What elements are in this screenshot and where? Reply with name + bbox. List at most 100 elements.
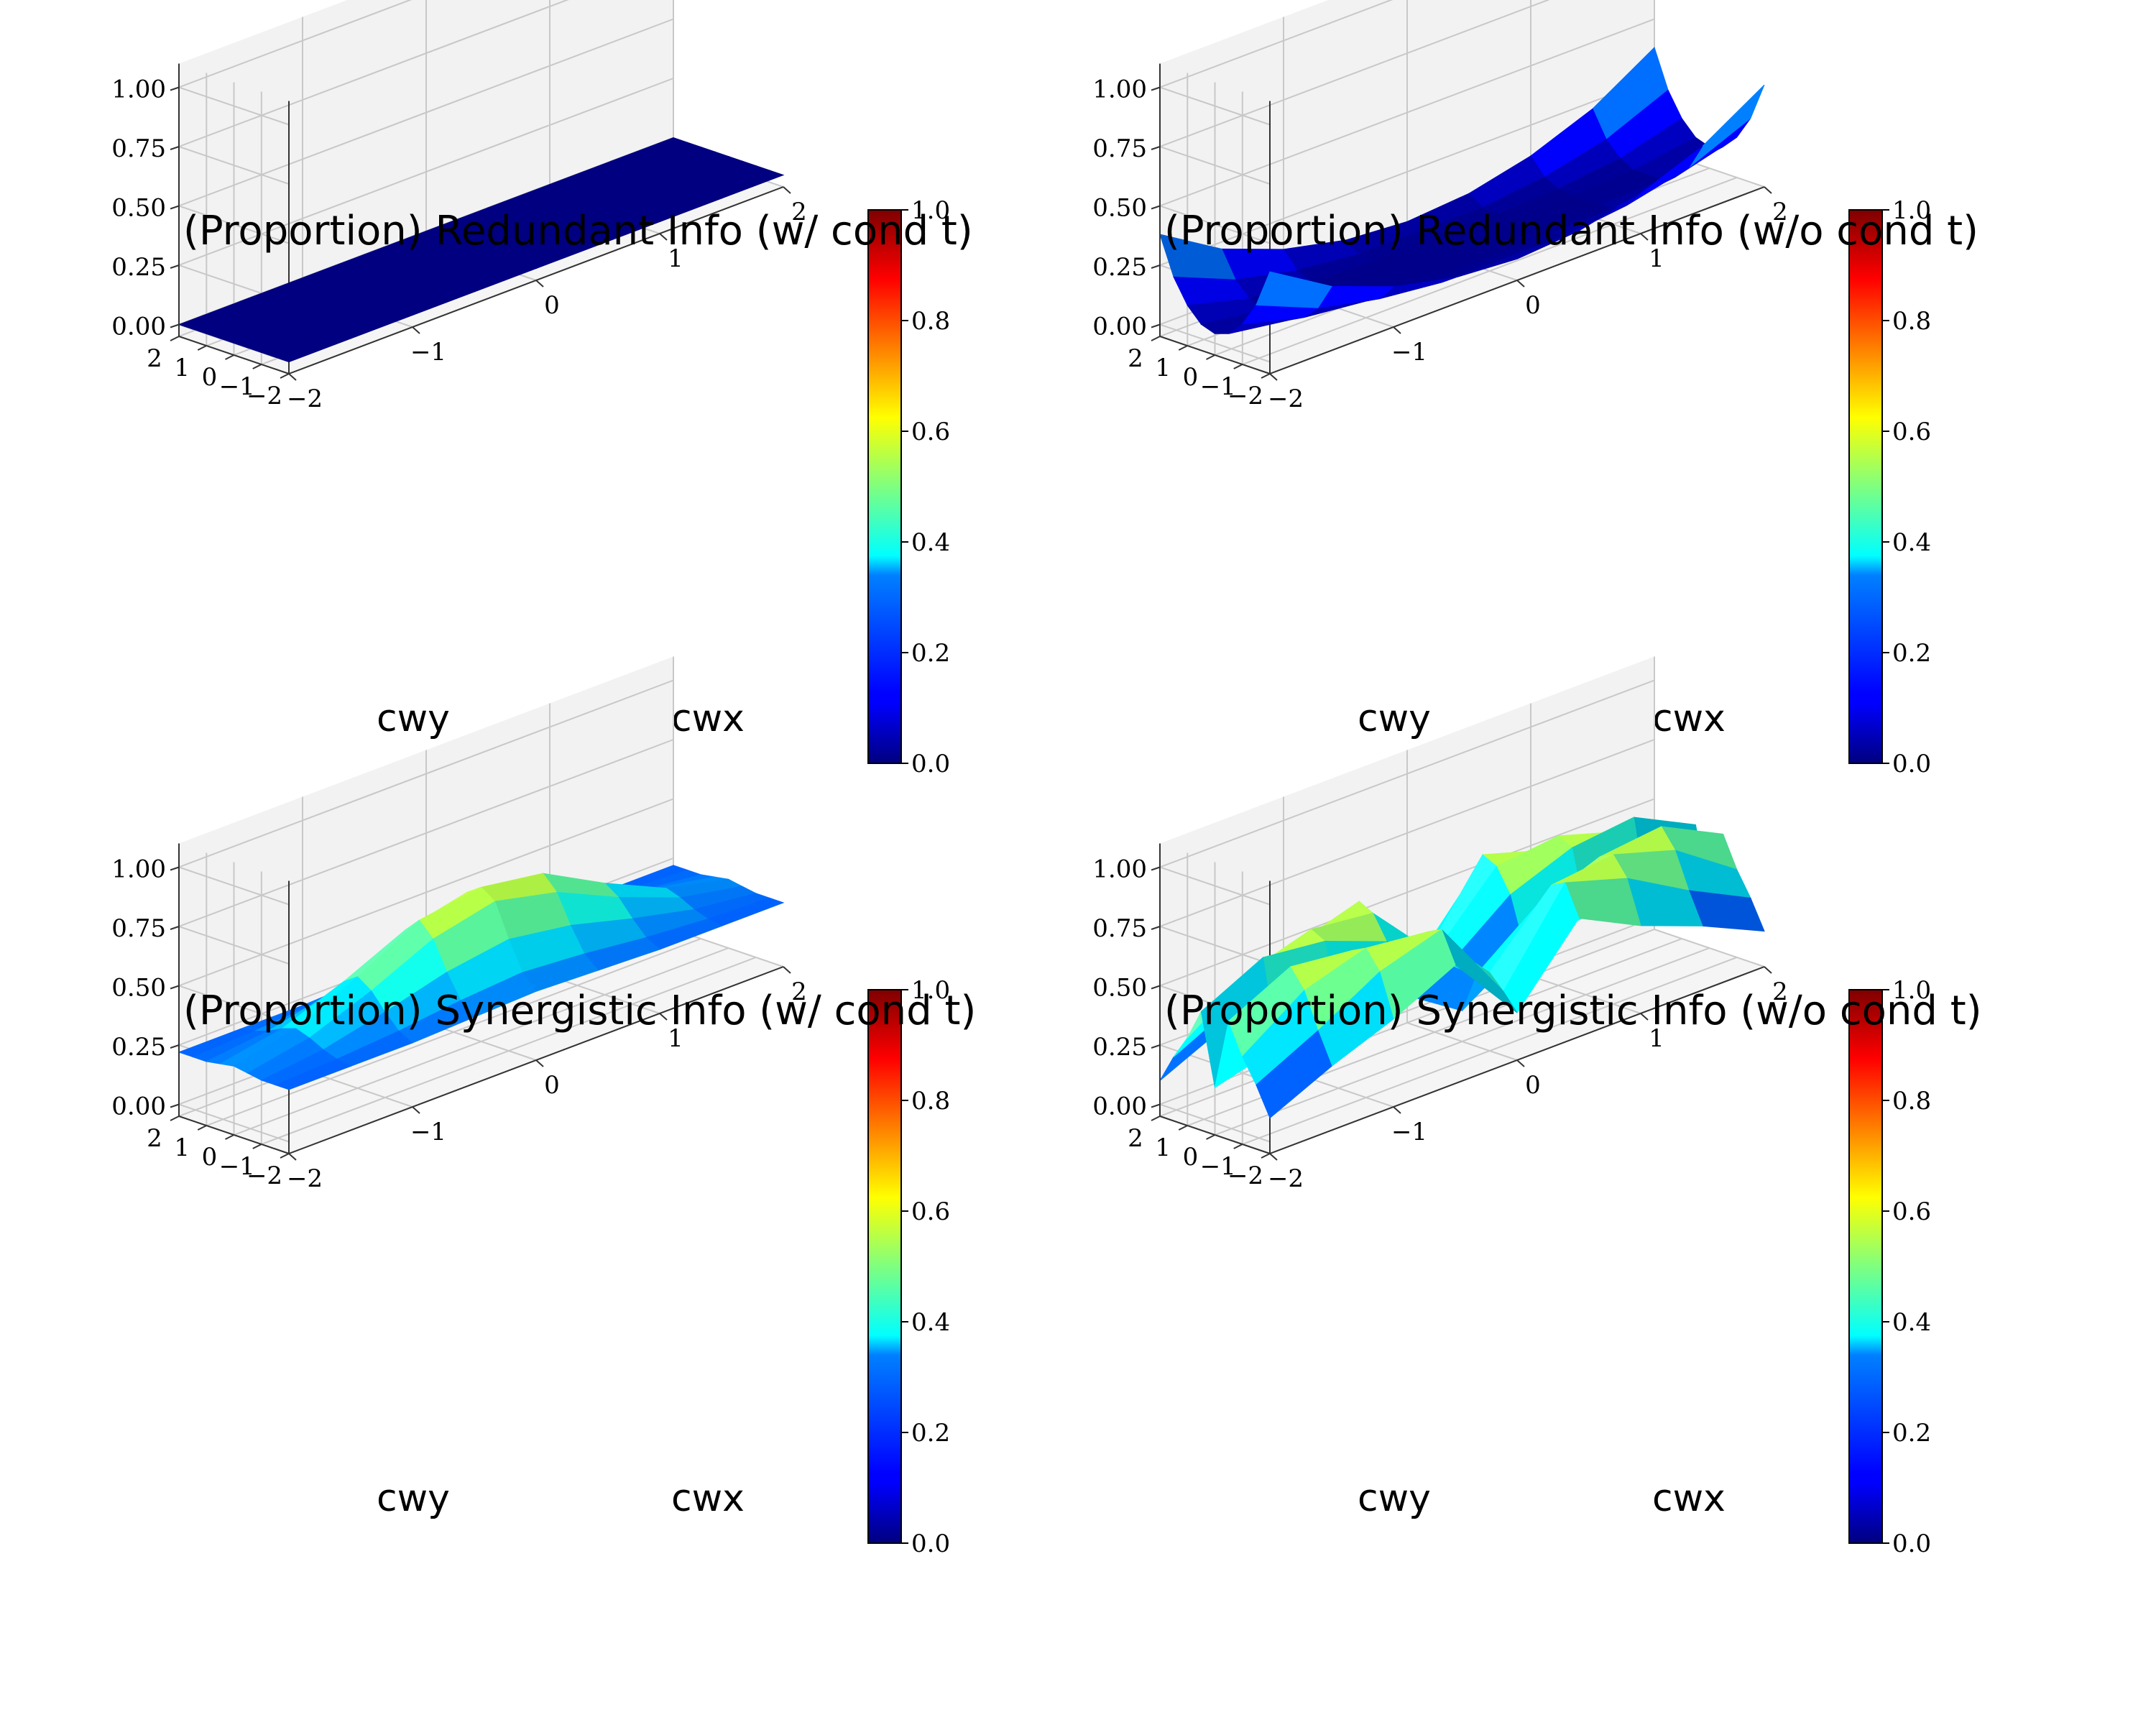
colorbar-tick-label: 0.6 xyxy=(1892,418,1931,446)
x-tick xyxy=(535,1059,544,1067)
colorbar-tick-label: 0.4 xyxy=(1892,1308,1931,1337)
colorbar-tick-label: 0.2 xyxy=(911,639,950,668)
x-tick-label: 0 xyxy=(1525,291,1541,320)
x-tick-label: −1 xyxy=(1391,338,1427,367)
y-tick-label: −2 xyxy=(1227,1162,1263,1190)
subplot-title: (Proportion) Redundant Info (w/o cond t) xyxy=(1164,208,1978,254)
x-tick-label: 2 xyxy=(791,198,807,226)
x-tick-label: −2 xyxy=(1268,1164,1304,1193)
z-tick xyxy=(1151,866,1161,871)
surface-patch xyxy=(274,333,352,363)
x-tick-label: 1 xyxy=(668,1024,683,1053)
colorbar-tick-label: 0.4 xyxy=(1892,528,1931,557)
y-tick-label: 1 xyxy=(174,354,190,382)
colorbar-tick-label: 0.8 xyxy=(1892,1087,1931,1116)
x-tick xyxy=(1640,233,1649,241)
y-tick-label: 0 xyxy=(202,363,218,392)
x-tick xyxy=(1393,326,1401,334)
x-tick xyxy=(1640,1013,1649,1021)
z-tick-label: 0.25 xyxy=(1092,1033,1147,1062)
z-tick-label: 0.25 xyxy=(111,253,166,282)
y-tick xyxy=(1178,345,1188,351)
z-tick-label: 1.00 xyxy=(1092,855,1147,884)
z-tick xyxy=(170,1103,180,1108)
x-tick xyxy=(288,373,297,381)
subplot-3: −2−1012−2−10120.000.250.500.751.00cwxcwy… xyxy=(111,656,976,1558)
x-axis-label: cwx xyxy=(1652,1477,1726,1520)
x-tick xyxy=(1764,186,1772,194)
y-tick-label: 2 xyxy=(147,344,162,373)
y-tick-label: −2 xyxy=(247,1162,282,1190)
z-tick xyxy=(170,323,180,328)
y-tick xyxy=(280,373,290,379)
y-tick-label: 0 xyxy=(1183,1143,1199,1172)
subplot-1: −2−1012−2−10120.000.250.500.751.00cwxcwy… xyxy=(111,0,973,778)
z-tick xyxy=(170,866,180,871)
x-tick xyxy=(659,1013,668,1021)
y-tick-label: 0 xyxy=(202,1143,218,1172)
subplot-4: −2−1012−2−10120.000.250.500.751.00cwxcwy… xyxy=(1092,656,1982,1558)
x-tick-label: −1 xyxy=(410,338,446,367)
z-tick xyxy=(1151,86,1161,91)
z-tick-label: 0.00 xyxy=(1092,313,1147,341)
z-tick-label: 0.50 xyxy=(1092,974,1147,1003)
surface xyxy=(178,865,785,1090)
x-tick-label: −1 xyxy=(1391,1118,1427,1146)
x-tick xyxy=(1516,1059,1525,1067)
y-tick xyxy=(170,336,180,341)
x-tick xyxy=(783,186,791,194)
z-tick-label: 0.00 xyxy=(111,1092,166,1121)
colorbar-tick-label: 1.0 xyxy=(911,976,950,1005)
surface-patch xyxy=(1688,84,1765,168)
y-axis-label: cwy xyxy=(377,697,450,740)
colorbar-tick-label: 1.0 xyxy=(1892,976,1931,1005)
x-tick-label: −1 xyxy=(410,1118,446,1146)
z-tick-label: 0.75 xyxy=(111,134,166,163)
colorbar-tick-label: 1.0 xyxy=(911,196,950,225)
y-tick-label: 0 xyxy=(1183,363,1199,392)
colorbar-tick-label: 0.4 xyxy=(911,528,950,557)
z-tick-label: 1.00 xyxy=(111,75,166,104)
x-tick-label: 1 xyxy=(1649,1024,1664,1053)
x-tick xyxy=(1393,1106,1401,1114)
y-tick-label: 1 xyxy=(1155,354,1171,382)
x-tick xyxy=(288,1153,297,1161)
y-tick xyxy=(1261,373,1271,379)
colorbar-tick-label: 0.8 xyxy=(911,307,950,336)
colorbar-tick-label: 0.8 xyxy=(1892,307,1931,336)
colorbar-tick-label: 0.8 xyxy=(911,1087,950,1116)
subplot-title: (Proportion) Redundant Info (w/ cond t) xyxy=(183,208,973,254)
z-tick-label: 1.00 xyxy=(111,855,166,884)
x-tick-label: 2 xyxy=(1772,978,1788,1006)
colorbar xyxy=(1848,989,1883,1544)
surface xyxy=(178,137,785,363)
x-tick-label: 1 xyxy=(668,244,683,273)
y-tick-label: −1 xyxy=(1200,372,1236,401)
y-tick xyxy=(197,1125,207,1131)
colorbar xyxy=(867,989,902,1544)
z-tick-label: 0.75 xyxy=(1092,914,1147,943)
z-tick xyxy=(1151,323,1161,328)
x-tick-label: 0 xyxy=(544,291,560,320)
y-tick xyxy=(1233,1144,1243,1149)
z-tick xyxy=(170,985,180,990)
x-tick xyxy=(412,326,420,334)
z-tick xyxy=(170,1044,180,1049)
y-tick xyxy=(1178,1125,1188,1131)
x-tick-label: 2 xyxy=(1772,198,1788,226)
y-tick-label: −1 xyxy=(219,372,255,401)
colorbar-tick-label: 0.4 xyxy=(911,1308,950,1337)
colorbar-tick-label: 0.0 xyxy=(1892,750,1931,778)
colorbar xyxy=(867,209,902,764)
y-tick xyxy=(280,1153,290,1159)
z-tick-label: 0.75 xyxy=(111,914,166,943)
colorbar-tick-label: 1.0 xyxy=(1892,196,1931,225)
subplot-2: −2−1012−2−10120.000.250.500.751.00cwxcwy… xyxy=(1092,0,1978,778)
y-axis-label: cwy xyxy=(1358,1477,1431,1520)
x-tick xyxy=(1269,373,1278,381)
surface-patch xyxy=(274,1059,352,1090)
y-tick-label: −1 xyxy=(219,1152,255,1181)
y-tick xyxy=(1151,1116,1161,1121)
x-tick xyxy=(783,966,791,974)
